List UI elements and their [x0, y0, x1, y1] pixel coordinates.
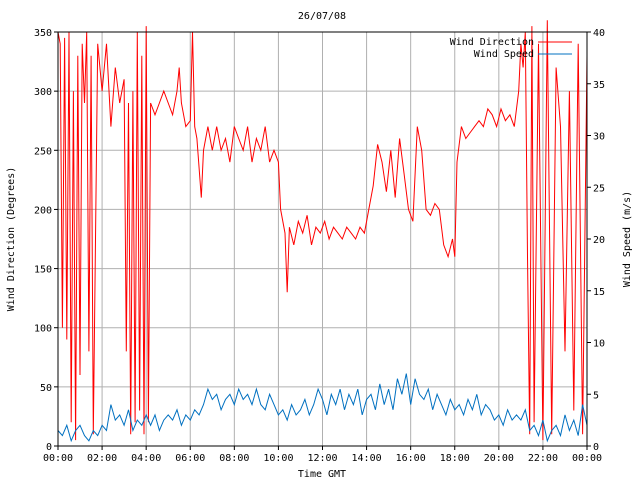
x-tick-label: 02:00 [87, 453, 117, 464]
y-left-tick-label: 250 [34, 146, 52, 157]
y-right-tick-label: 25 [593, 183, 605, 194]
y-left-tick-label: 100 [34, 324, 52, 335]
x-tick-label: 04:00 [131, 453, 161, 464]
x-tick-label: 10:00 [263, 453, 293, 464]
legend-label-wind-direction: Wind Direction [450, 37, 534, 48]
y-right-tick-label: 40 [593, 28, 605, 39]
x-tick-label: 12:00 [307, 453, 337, 464]
x-tick-label: 18:00 [440, 453, 470, 464]
x-tick-label: 06:00 [175, 453, 205, 464]
x-tick-label: 08:00 [219, 453, 249, 464]
y-right-axis-label: Wind Speed (m/s) [622, 191, 633, 287]
y-left-tick-label: 0 [46, 442, 52, 453]
tick-layer: 00:00 02:00 04:00 06:00 08:00 10:00 12:00 14:00… [34, 28, 605, 464]
y-right-tick-label: 0 [593, 442, 599, 453]
y-right-tick-label: 10 [593, 339, 605, 350]
y-right-tick-label: 15 [593, 287, 605, 298]
series-line-wind-speed [57, 373, 588, 443]
x-axis-label: Time GMT [298, 469, 346, 480]
x-tick-label: 20:00 [484, 453, 514, 464]
y-left-tick-label: 200 [34, 205, 52, 216]
y-right-tick-label: 35 [593, 80, 605, 91]
x-tick-label: 00:00 [43, 453, 73, 464]
legend-label-wind-speed: Wind Speed [474, 49, 534, 60]
y-right-tick-label: 20 [593, 235, 605, 246]
legend: Wind Direction Wind Speed [450, 37, 572, 60]
x-tick-label: 14:00 [352, 453, 382, 464]
y-left-tick-label: 300 [34, 87, 52, 98]
y-right-tick-label: 5 [593, 390, 599, 401]
y-left-axis-label: Wind Direction (Degrees) [6, 167, 17, 312]
y-left-tick-label: 150 [34, 265, 52, 276]
x-tick-label: 22:00 [528, 453, 558, 464]
series-line-wind-direction [57, 20, 588, 441]
chart-title: 26/07/08 [298, 11, 346, 22]
x-tick-label: 00:00 [572, 453, 602, 464]
y-left-tick-label: 350 [34, 28, 52, 39]
x-tick-label: 16:00 [396, 453, 426, 464]
y-right-tick-label: 30 [593, 132, 605, 143]
series-layer [57, 20, 588, 443]
y-left-tick-label: 50 [40, 383, 52, 394]
